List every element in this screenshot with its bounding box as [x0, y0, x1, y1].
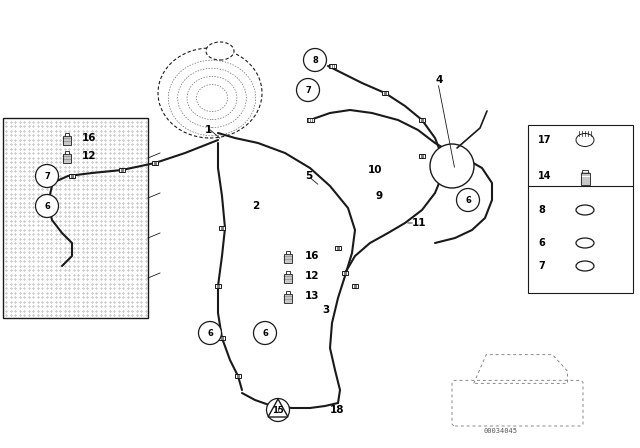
Text: 6: 6: [465, 195, 471, 204]
Text: 2: 2: [252, 201, 259, 211]
Bar: [215, 284, 221, 288]
Text: 18: 18: [330, 405, 344, 415]
Bar: [152, 161, 157, 164]
Text: 3: 3: [322, 305, 329, 315]
Circle shape: [296, 78, 319, 102]
Text: 00034045: 00034045: [483, 428, 517, 434]
Bar: [528, 125, 633, 293]
Bar: [65, 151, 69, 155]
Text: 14: 14: [538, 171, 552, 181]
Bar: [580, 173, 589, 185]
Circle shape: [35, 194, 58, 217]
Bar: [119, 168, 125, 172]
Text: 6: 6: [207, 328, 213, 337]
Text: 7: 7: [305, 86, 311, 95]
Bar: [63, 154, 71, 163]
Bar: [342, 271, 348, 275]
Text: 11: 11: [412, 218, 426, 228]
Text: 8: 8: [538, 205, 545, 215]
Text: 5: 5: [305, 171, 312, 181]
Text: 6: 6: [262, 328, 268, 337]
FancyBboxPatch shape: [452, 380, 583, 426]
Text: 7: 7: [538, 261, 545, 271]
Ellipse shape: [576, 205, 594, 215]
Bar: [284, 274, 292, 283]
Bar: [328, 64, 335, 68]
Bar: [382, 91, 388, 95]
Text: 16: 16: [305, 251, 319, 261]
Text: 7: 7: [44, 172, 50, 181]
Bar: [63, 136, 71, 145]
Bar: [284, 294, 292, 302]
Circle shape: [35, 164, 58, 188]
Circle shape: [198, 322, 221, 345]
Circle shape: [430, 144, 474, 188]
Bar: [65, 134, 69, 137]
Bar: [419, 118, 425, 121]
Text: 4: 4: [435, 75, 442, 85]
Text: 9: 9: [375, 191, 382, 201]
Bar: [307, 118, 314, 122]
Bar: [419, 155, 425, 158]
Text: 13: 13: [305, 291, 319, 301]
Bar: [69, 174, 75, 177]
Ellipse shape: [576, 261, 594, 271]
Text: 6: 6: [44, 202, 50, 211]
Bar: [285, 271, 291, 275]
Text: 16: 16: [82, 133, 97, 143]
Ellipse shape: [576, 238, 594, 248]
Bar: [285, 251, 291, 255]
Bar: [352, 284, 358, 288]
Bar: [3, 118, 148, 318]
Ellipse shape: [158, 48, 262, 138]
Text: 15: 15: [272, 405, 284, 414]
Text: 12: 12: [305, 271, 319, 281]
Text: 8: 8: [312, 56, 318, 65]
Bar: [284, 254, 292, 263]
Text: 12: 12: [82, 151, 97, 161]
Bar: [236, 375, 241, 378]
Circle shape: [266, 399, 289, 422]
Circle shape: [303, 48, 326, 72]
Bar: [582, 170, 588, 174]
Ellipse shape: [576, 134, 594, 146]
Polygon shape: [268, 399, 288, 417]
Bar: [220, 226, 225, 229]
Text: 6: 6: [538, 238, 545, 248]
Ellipse shape: [206, 42, 234, 60]
Circle shape: [456, 189, 479, 211]
Text: 17: 17: [538, 135, 552, 145]
Text: 10: 10: [368, 165, 383, 175]
Text: !: !: [276, 408, 280, 414]
Circle shape: [253, 322, 276, 345]
Bar: [220, 336, 225, 340]
Bar: [285, 292, 291, 295]
Bar: [335, 246, 340, 250]
Text: 1: 1: [205, 125, 212, 135]
